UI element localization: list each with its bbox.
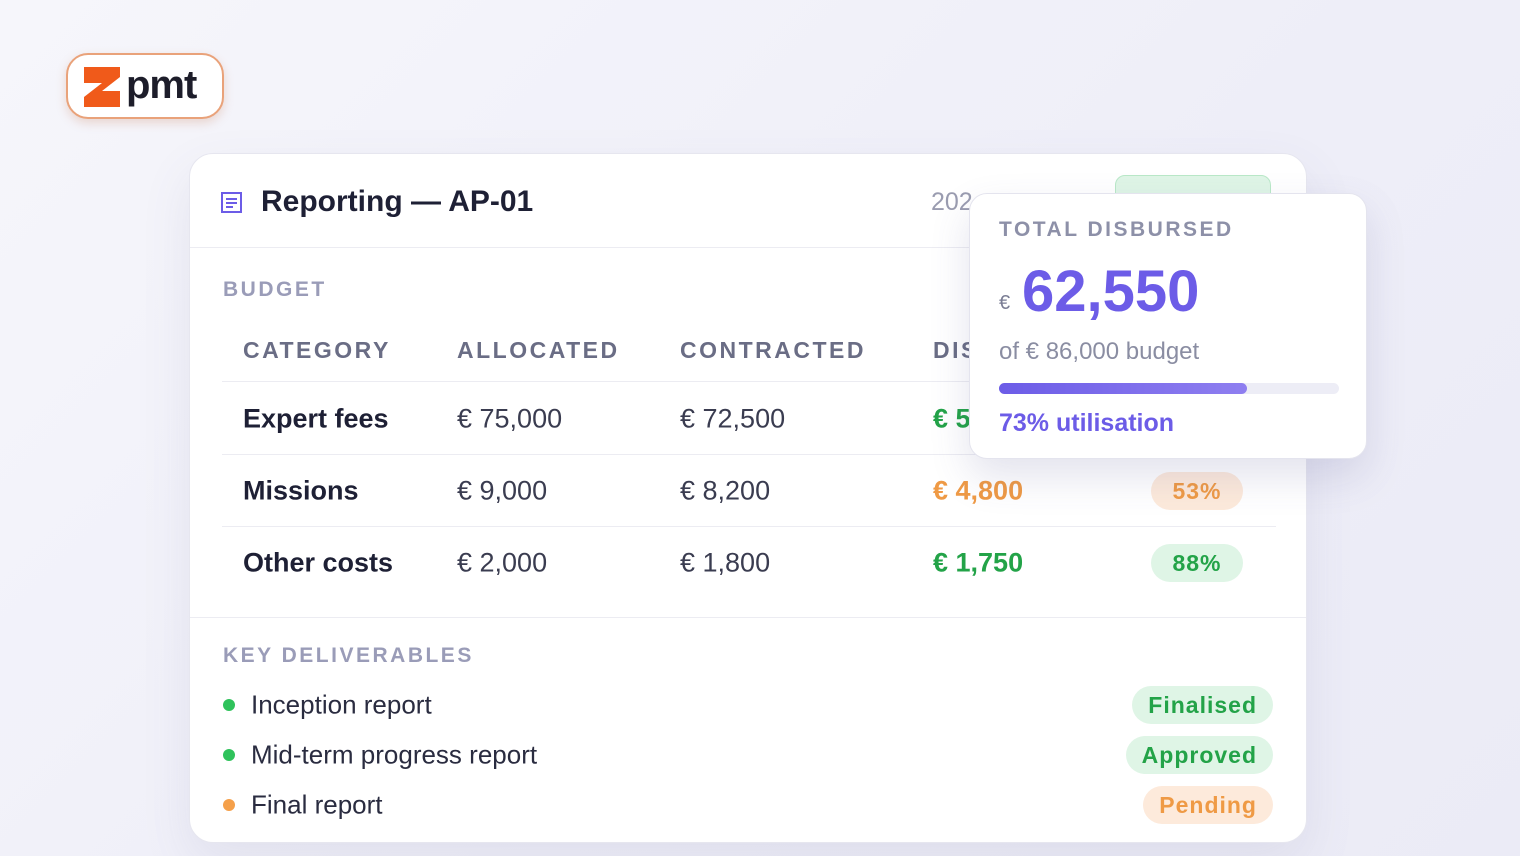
table-cell: € 75,000 — [457, 403, 563, 434]
report-icon — [221, 192, 242, 213]
divider — [222, 381, 1276, 382]
deliverable: Inception report — [251, 689, 432, 720]
table-cell: € 2,000 — [457, 547, 548, 578]
table-cell: € 9,000 — [457, 475, 548, 506]
percent-pill: 53% — [1151, 472, 1243, 510]
table-cell: € 8,200 — [680, 475, 771, 506]
status-pill: Approved — [1125, 736, 1273, 774]
utilisation: 73% utilisation — [999, 409, 1175, 437]
logo-icon — [84, 67, 120, 107]
budget-text: of € 86,000 budget — [999, 338, 1200, 365]
status-pill: Finalised — [1132, 686, 1273, 724]
divider — [222, 454, 1276, 455]
progress-fill — [999, 383, 1248, 394]
column-header: ALLOCATED — [457, 337, 620, 363]
amount: 62,550 — [1022, 259, 1200, 324]
status-dot — [223, 799, 235, 811]
section-label: BUDGET — [223, 278, 327, 301]
percent-pill: 88% — [1151, 544, 1243, 582]
logo[interactable]: pmt — [66, 53, 224, 119]
column-header: CONTRACTED — [680, 337, 866, 363]
progress-track — [999, 383, 1339, 394]
tooltip: TOTAL DISBURSED € 62,550 of € 86,000 bud… — [969, 193, 1367, 459]
table-cell: Expert fees — [243, 403, 389, 434]
section-label: KEY DELIVERABLES — [223, 644, 474, 667]
currency: € — [999, 292, 1011, 314]
divider — [222, 526, 1276, 527]
table-cell: Other costs — [243, 547, 394, 578]
deliverable: Mid-term progress report — [251, 739, 538, 770]
date: 202 — [931, 188, 973, 216]
table-cell: € 72,500 — [680, 403, 786, 434]
divider — [190, 617, 1306, 618]
logo-text: pmt — [126, 63, 197, 107]
column-header: CATEGORY — [243, 337, 391, 363]
card-title: Reporting — AP-01 — [261, 185, 534, 218]
table-cell: Missions — [243, 475, 359, 506]
tooltip-label: TOTAL DISBURSED — [999, 218, 1234, 241]
table-cell: € 4,800 — [933, 475, 1024, 506]
status-pill: Pending — [1143, 786, 1273, 824]
status-dot — [223, 749, 235, 761]
status-dot — [223, 699, 235, 711]
deliverable: Final report — [251, 789, 383, 820]
table-cell: € 1,750 — [933, 547, 1024, 578]
divider — [190, 247, 1306, 248]
table-cell: € 1,800 — [680, 547, 771, 578]
